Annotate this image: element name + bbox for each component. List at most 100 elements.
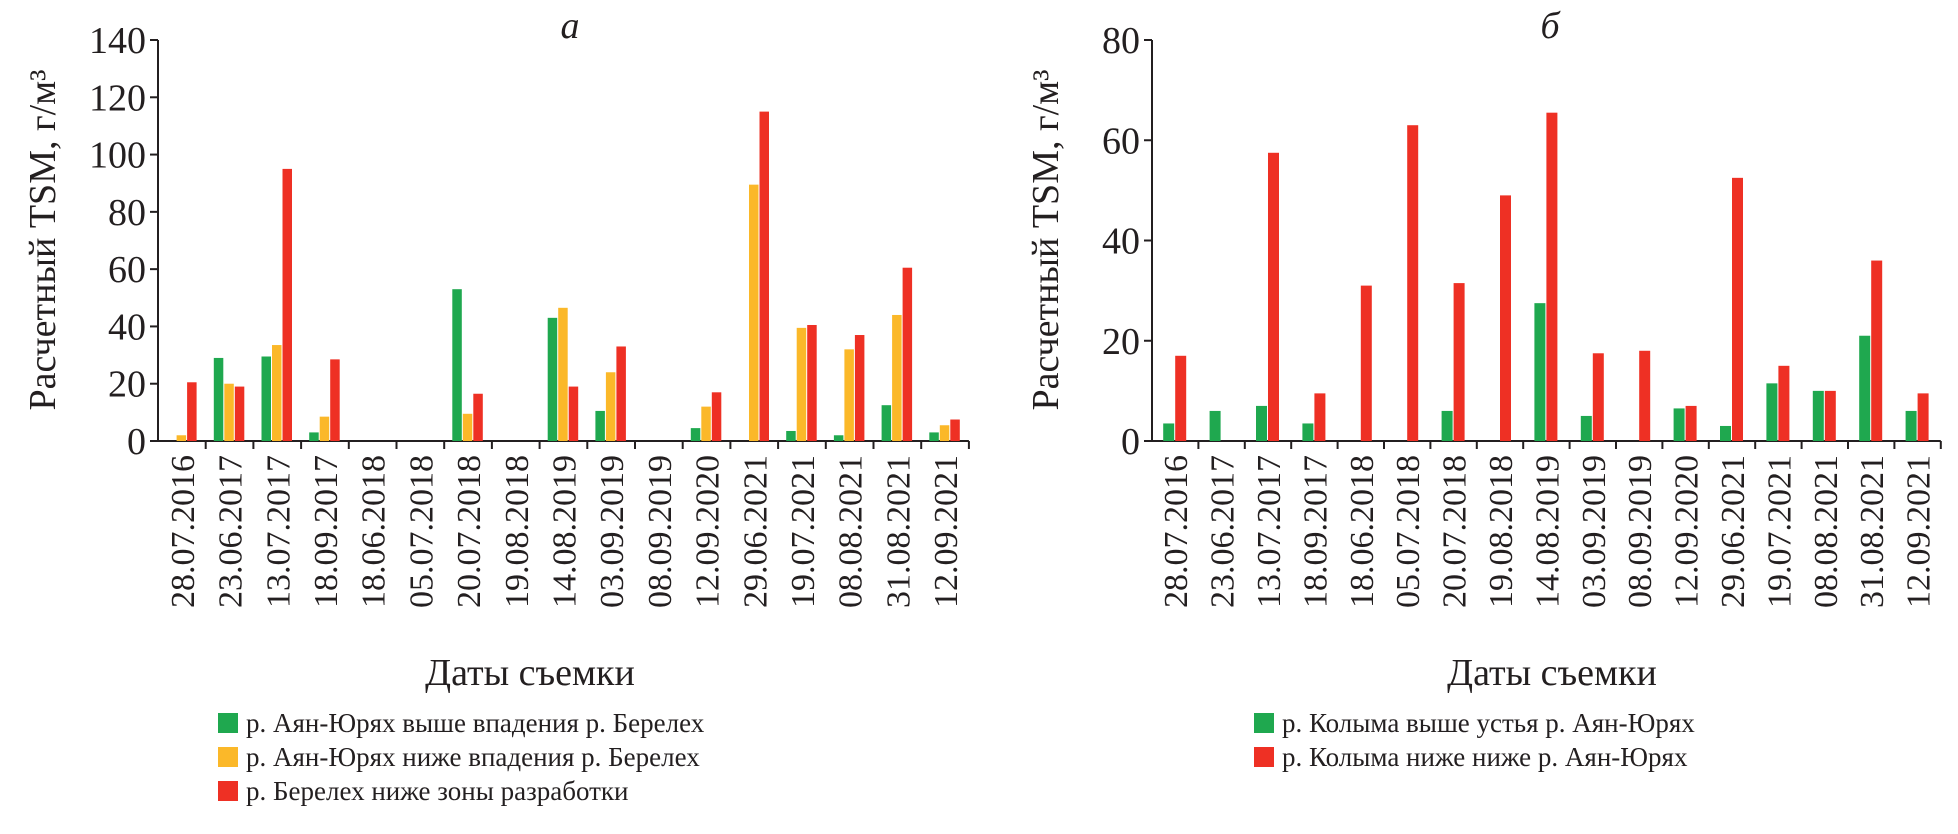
bar-a xyxy=(929,432,939,441)
bar-a xyxy=(547,317,558,441)
bar-b xyxy=(1256,405,1267,441)
bar-a xyxy=(881,405,892,441)
bar-a xyxy=(786,430,796,441)
x-tick-label-b: 18.09.2017 xyxy=(1297,455,1334,608)
bar-a xyxy=(187,382,197,441)
bar-b xyxy=(1209,410,1221,441)
x-tick-label-b: 08.08.2021 xyxy=(1808,455,1845,608)
bar-b xyxy=(1673,408,1685,441)
legend-item: р. Аян-Юрях выше впадения р. Берелех xyxy=(218,706,704,740)
bar-b xyxy=(1175,355,1187,441)
bar-a xyxy=(282,168,292,441)
bar-a xyxy=(319,416,330,441)
x-tick-label-a: 29.06.2021 xyxy=(737,455,774,608)
bar-a xyxy=(796,327,807,441)
bar-a xyxy=(568,386,579,441)
y-tick-label-a: 0 xyxy=(127,421,146,463)
x-tick-label-b: 28.07.2016 xyxy=(1158,455,1195,608)
bar-b xyxy=(1778,365,1790,441)
x-tick-label-b: 19.08.2018 xyxy=(1483,455,1520,608)
bar-a xyxy=(854,335,865,441)
y-tick-label-b: 40 xyxy=(1102,221,1140,263)
bar-a xyxy=(749,184,759,441)
chart-b: б 0 20 40 60 80 Расчетный TSM, г/м³ 28.07.2016 2… xyxy=(1025,5,1942,694)
bar-a xyxy=(473,393,483,441)
bar-b xyxy=(1441,410,1453,441)
y-tick-label-b: 20 xyxy=(1102,321,1140,363)
x-tick-label-a: 19.08.2018 xyxy=(499,455,536,608)
bar-a xyxy=(462,413,473,441)
x-tick-label-a: 20.07.2018 xyxy=(451,455,488,608)
legend-swatch xyxy=(1254,747,1274,767)
bar-a xyxy=(711,392,722,441)
legend-label: р. Аян-Юрях выше впадения р. Берелех xyxy=(246,708,705,738)
bar-b xyxy=(1905,410,1917,441)
legend-item: р. Колыма ниже ниже р. Аян-Юрях xyxy=(1254,740,1695,774)
bar-a xyxy=(939,425,950,441)
bar-b xyxy=(1871,260,1883,441)
y-tick-label-a: 120 xyxy=(89,77,146,119)
bar-a xyxy=(690,428,701,441)
bar-a xyxy=(558,307,568,441)
x-tick-label-b: 23.06.2017 xyxy=(1205,455,1242,608)
legend-label: р. Колыма ниже ниже р. Аян-Юрях xyxy=(1282,742,1688,772)
bar-b xyxy=(1314,393,1326,441)
bar-a xyxy=(833,435,844,441)
bar-a xyxy=(176,435,187,441)
chart-title-a: а xyxy=(561,5,580,47)
x-tick-label-a: 03.09.2019 xyxy=(594,455,631,608)
y-tick-label-a: 100 xyxy=(89,135,146,177)
bar-a xyxy=(234,386,245,441)
x-axis-title-b: Даты съемки xyxy=(1447,652,1657,694)
bar-b xyxy=(1163,423,1175,441)
legend-item: р. Колыма выше устья р. Аян-Юрях xyxy=(1254,706,1695,740)
bar-b xyxy=(1407,125,1419,442)
x-tick-label-a: 19.07.2021 xyxy=(785,455,822,608)
x-tick-label-a: 13.07.2017 xyxy=(260,455,297,608)
bar-a xyxy=(595,410,605,441)
bar-b xyxy=(1766,383,1778,441)
bar-b xyxy=(1685,405,1697,441)
x-tick-label-b: 31.08.2021 xyxy=(1854,455,1891,608)
y-axis-title-a: Расчетный TSM, г/м³ xyxy=(22,69,64,410)
legend-label: р. Берелех ниже зоны разработки xyxy=(246,776,629,806)
legend-a: р. Аян-Юрях выше впадения р. Берелех р. А… xyxy=(218,706,704,808)
x-tick-label-a: 12.09.2021 xyxy=(928,455,965,608)
y-tick-label-b: 60 xyxy=(1102,120,1140,162)
bar-a xyxy=(605,372,616,441)
x-tick-label-b: 08.09.2019 xyxy=(1622,455,1659,608)
bar-a xyxy=(807,324,817,441)
bar-a xyxy=(902,267,913,441)
x-tick-label-b: 18.06.2018 xyxy=(1344,455,1381,608)
bar-b xyxy=(1824,390,1836,441)
bar-a xyxy=(892,314,902,441)
x-tick-label-a: 31.08.2021 xyxy=(880,455,917,608)
legend-swatch xyxy=(218,747,238,767)
chart-title-b: б xyxy=(1540,5,1561,47)
legend-b: р. Колыма выше устья р. Аян-Юрях р. Колым… xyxy=(1254,706,1695,774)
bar-a xyxy=(272,345,282,441)
chart-a: а 0 20 40 60 80 100 120 140 Расчетный TSM, г/м³ 28… xyxy=(22,5,970,694)
x-tick-label-a: 08.09.2019 xyxy=(642,455,679,608)
bar-b xyxy=(1639,350,1651,441)
bar-a xyxy=(701,406,711,441)
y-axis-title-b: Расчетный TSM, г/м³ xyxy=(1025,69,1067,410)
legend-label: р. Колыма выше устья р. Аян-Юрях xyxy=(1282,708,1695,738)
legend-label: р. Аян-Юрях ниже впадения р. Берелех xyxy=(246,742,700,772)
x-tick-label-a: 08.08.2021 xyxy=(833,455,870,608)
x-tick-label-a: 12.09.2020 xyxy=(690,455,727,608)
y-tick-label-a: 40 xyxy=(108,306,146,348)
y-tick-label-b: 80 xyxy=(1102,20,1140,62)
bar-b xyxy=(1580,415,1592,441)
x-tick-label-a: 18.06.2018 xyxy=(356,455,393,608)
legend-swatch xyxy=(1254,713,1274,733)
x-tick-label-a: 14.08.2019 xyxy=(546,455,583,608)
legend-swatch xyxy=(218,713,238,733)
bar-b xyxy=(1732,177,1743,441)
x-tick-label-a: 18.09.2017 xyxy=(308,455,345,608)
bar-b xyxy=(1534,303,1546,441)
x-tick-label-a: 23.06.2017 xyxy=(213,455,250,608)
bar-a xyxy=(224,383,234,441)
x-tick-label-a: 05.07.2018 xyxy=(403,455,440,608)
x-tick-label-a: 28.07.2016 xyxy=(165,455,202,608)
